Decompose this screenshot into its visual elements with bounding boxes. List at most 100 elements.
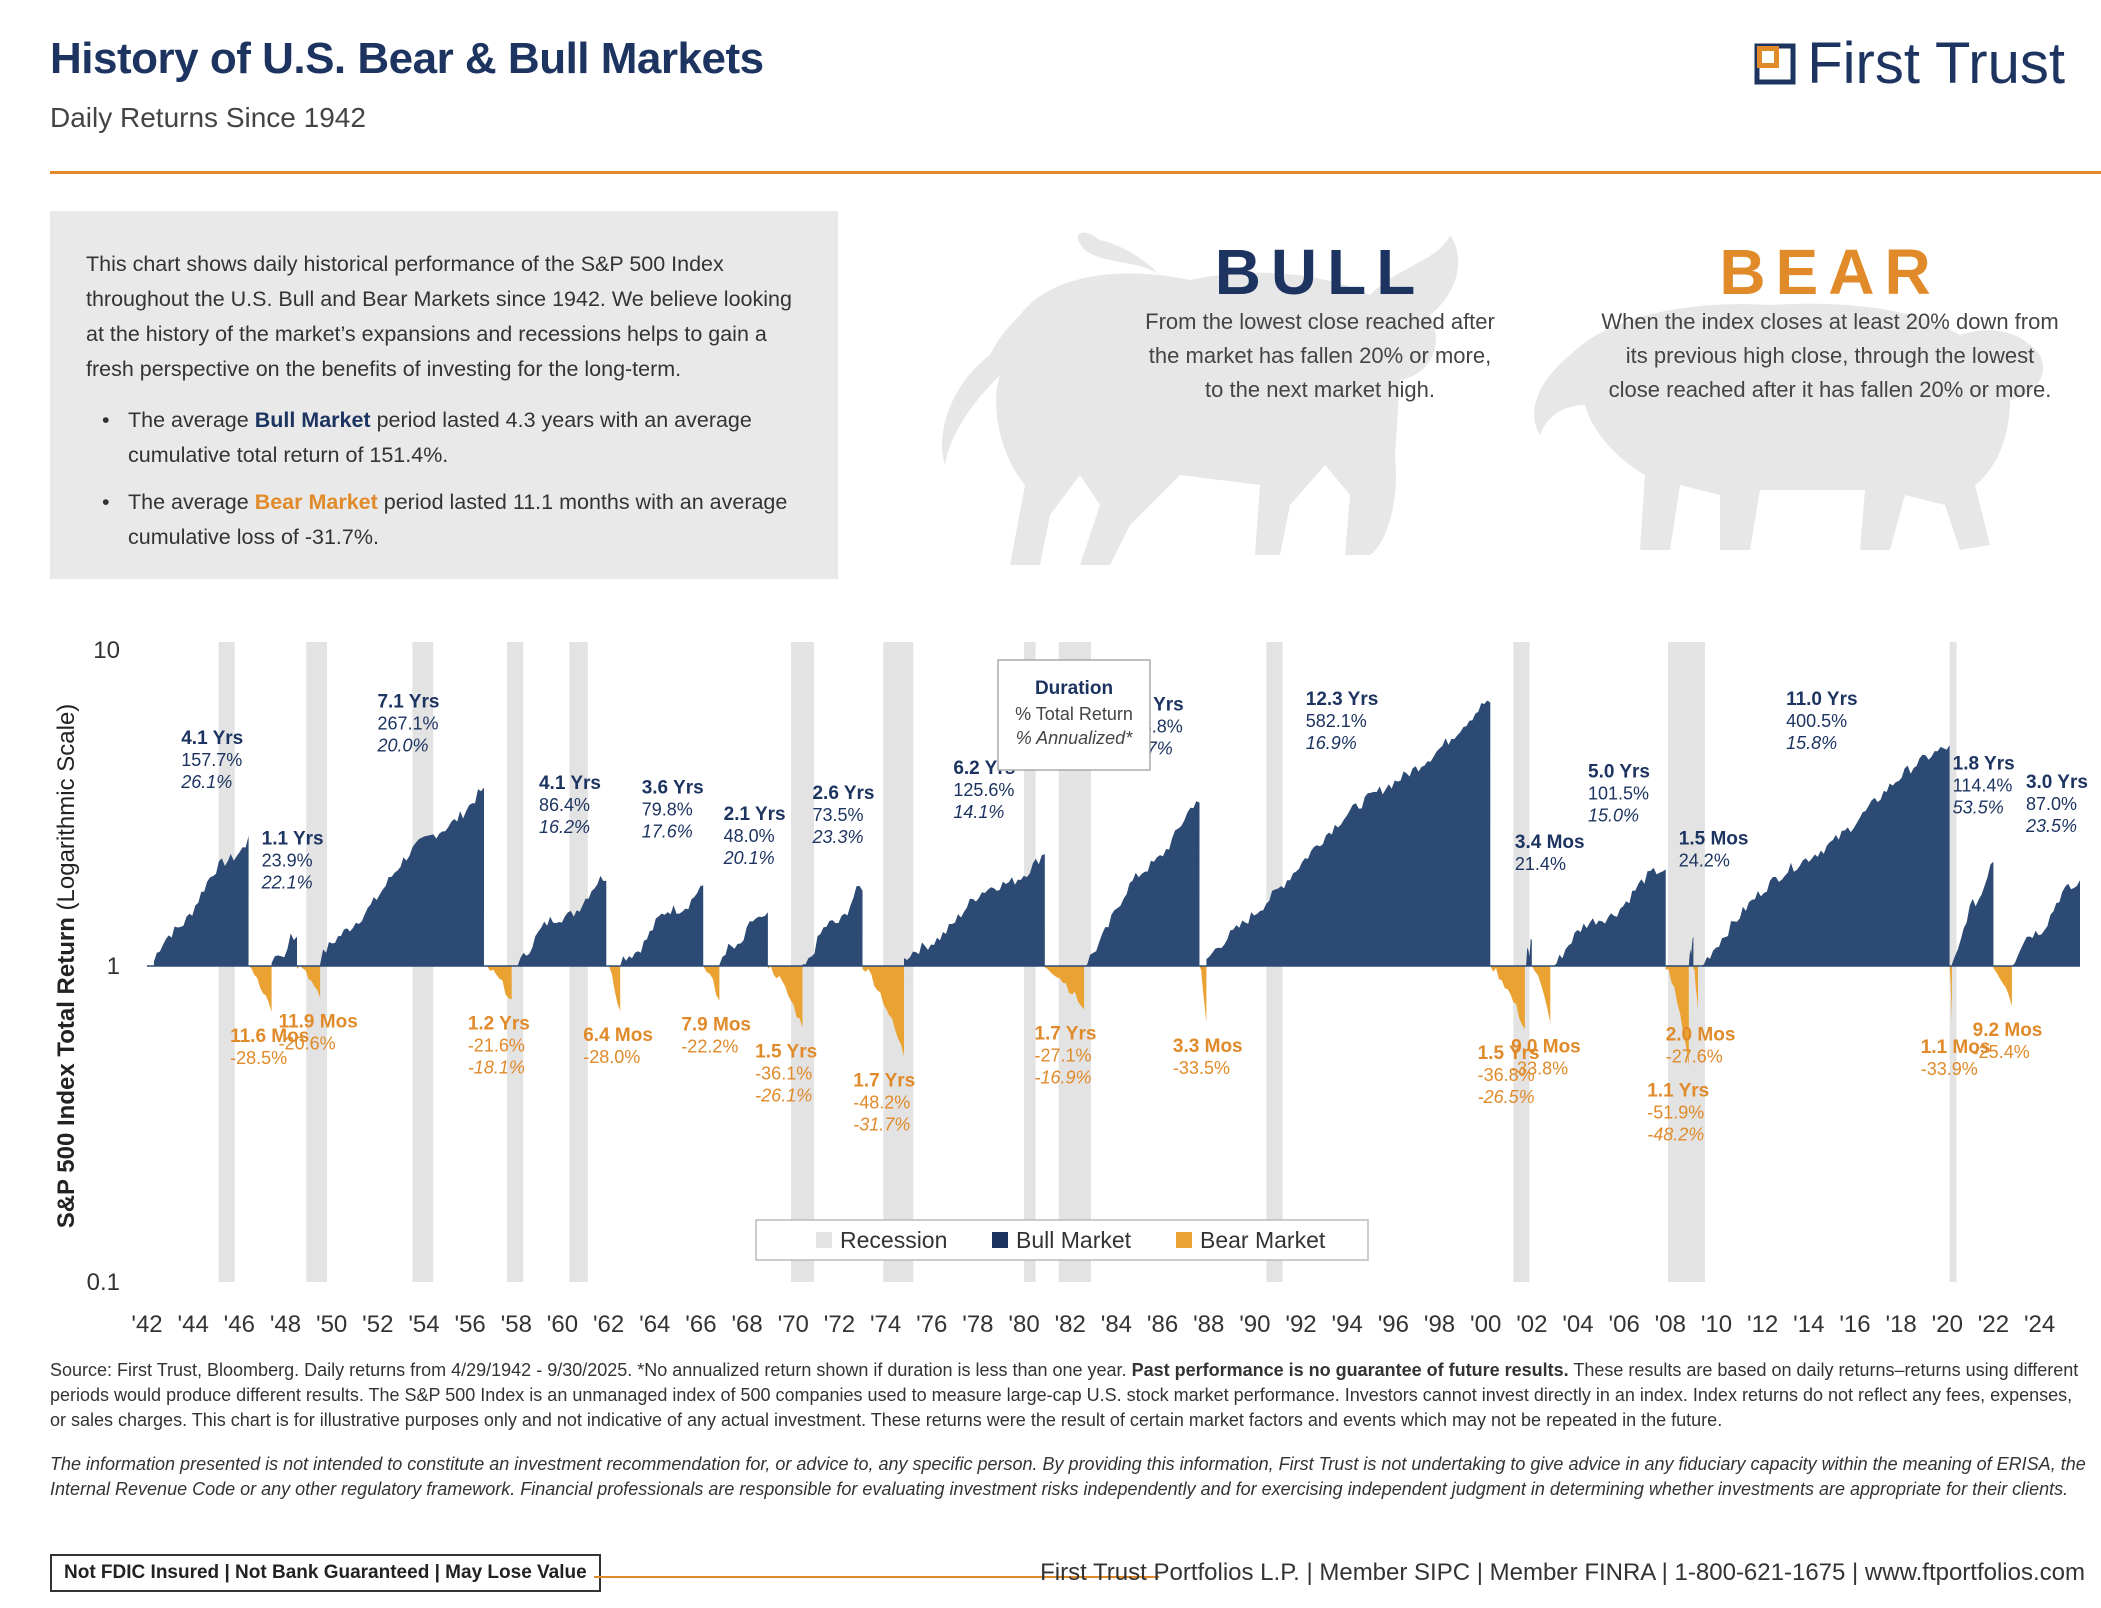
bull-duration-label: 3.6 Yrs — [642, 777, 704, 798]
footer-rule — [594, 1576, 1159, 1578]
bull-area — [1698, 745, 1950, 966]
bull-description: From the lowest close reached after the … — [1080, 305, 1560, 407]
bull-annualized-label: 14.1% — [953, 802, 1004, 822]
legend-swatch — [816, 1232, 832, 1248]
x-tick-label: '12 — [1747, 1311, 1778, 1338]
bull-duration-label: 5.0 Yrs — [1588, 762, 1650, 783]
footer-contact: First Trust Portfolios L.P. | Member SIP… — [1040, 1559, 2085, 1586]
bull-area — [904, 854, 1045, 966]
market-chart: 10 1 0.1 S&P 500 Index Total Return (Logari… — [53, 637, 2088, 1338]
bear-area — [862, 966, 905, 1057]
bull-total-label: 101.5% — [1588, 784, 1649, 804]
bear-annualized-label: -26.1% — [755, 1085, 812, 1105]
x-tick-label: '44 — [178, 1311, 209, 1338]
bull-total-label: 79.8% — [642, 799, 693, 819]
bear-total-label: -36.1% — [755, 1063, 812, 1083]
header-rule — [50, 171, 2101, 174]
bear-text-line: When the index closes at least 20% down … — [1601, 309, 2059, 334]
footer-source: Source: First Trust, Bloomberg. Daily re… — [50, 1358, 2090, 1433]
bear-area — [1665, 966, 1689, 1067]
intro-panel: This chart shows daily historical perfor… — [50, 211, 838, 579]
bull-duration-label: 4.1 Yrs — [539, 773, 601, 794]
bear-annualized-label: -31.7% — [853, 1114, 910, 1134]
bear-total-label: -25.4% — [1973, 1042, 2030, 1062]
bear-area — [606, 966, 621, 1012]
bull-annualized-label: 20.1% — [723, 848, 775, 868]
x-tick-label: '22 — [1978, 1311, 2009, 1338]
bear-duration-label: 9.0 Mos — [1511, 1037, 1581, 1058]
bull-annualized-label: 15.0% — [1588, 806, 1639, 826]
bull-area — [153, 835, 249, 966]
bullet-bear-text: The average Bear Market period lasted 11… — [128, 485, 804, 555]
x-tick-label: '76 — [916, 1311, 947, 1338]
recession-band — [1668, 642, 1705, 1282]
intro-bullets: • The average Bull Market period lasted … — [86, 403, 804, 567]
bear-duration-label: 7.9 Mos — [681, 1014, 751, 1035]
footer-source-bold: Past performance is no guarantee of futu… — [1131, 1360, 1569, 1380]
bull-annualized-label: 16.9% — [1306, 733, 1357, 753]
bear-total-label: -48.2% — [853, 1092, 910, 1112]
bear-total-label: -36.8% — [1478, 1065, 1535, 1085]
bullet-bear-pre: The average — [128, 490, 255, 514]
intro-paragraph: This chart shows daily historical perfor… — [86, 252, 792, 381]
legend-label: Recession — [840, 1227, 947, 1253]
bull-duration-label: 2.6 Yrs — [812, 783, 874, 804]
bear-area — [767, 966, 803, 1028]
x-tick-label: '42 — [131, 1311, 162, 1338]
bear-description: When the index closes at least 20% down … — [1570, 305, 2090, 407]
x-tick-label: '58 — [501, 1311, 532, 1338]
bull-duration-label: 3.4 Mos — [1515, 832, 1585, 853]
bull-annualized-label: 26.1% — [180, 772, 232, 792]
page-subtitle: Daily Returns Since 1942 — [50, 102, 366, 133]
bull-area — [1524, 938, 1532, 966]
bear-duration-label: 3.3 Mos — [1173, 1036, 1243, 1057]
x-tick-label: '54 — [408, 1311, 439, 1338]
bear-annualized-label: -48.2% — [1647, 1124, 1704, 1144]
footer-source-2: These results are based on daily returns… — [50, 1360, 2079, 1430]
bear-area — [1531, 966, 1551, 1023]
bullet-dot-icon: • — [102, 408, 110, 432]
recession-band — [306, 642, 328, 1282]
bull-silhouette-icon — [942, 232, 1459, 565]
bear-text-line: its previous high close, through the low… — [1625, 343, 2035, 368]
bear-annualized-label: -18.1% — [468, 1057, 525, 1077]
bear-total-label: -28.0% — [583, 1047, 640, 1067]
bull-duration-label: 2.1 Yrs — [724, 804, 786, 825]
bull-total-label: 87.0% — [2026, 794, 2077, 814]
bear-total-label: -28.5% — [230, 1048, 287, 1068]
recession-band — [790, 642, 815, 1282]
x-tick-label: '64 — [639, 1311, 670, 1338]
label-key-duration: Duration — [1035, 678, 1113, 699]
legend-label: Bull Market — [1016, 1227, 1132, 1253]
bull-annualized-label: 17.6% — [642, 821, 693, 841]
x-tick-label: '08 — [1655, 1311, 1686, 1338]
x-tick-label: '82 — [1055, 1311, 1086, 1338]
bull-area — [1951, 861, 1994, 966]
bear-area — [1490, 966, 1525, 1029]
x-tick-label: '72 — [824, 1311, 855, 1338]
bear-total-label: -33.9% — [1921, 1059, 1978, 1079]
x-tick-label: '56 — [454, 1311, 485, 1338]
bull-area — [620, 885, 704, 966]
x-tick-label: '50 — [316, 1311, 347, 1338]
footer-source-1: Source: First Trust, Bloomberg. Daily re… — [50, 1360, 1132, 1380]
x-tick-label: '68 — [731, 1311, 762, 1338]
x-tick-label: '62 — [593, 1311, 624, 1338]
x-tick-label: '98 — [1424, 1311, 1455, 1338]
legend-swatch — [992, 1232, 1008, 1248]
bear-area — [703, 966, 720, 1001]
bear-duration-label: 1.5 Yrs — [755, 1041, 817, 1062]
bullet-bear-key: Bear Market — [254, 490, 378, 514]
bear-duration-label: 11.6 Mos — [230, 1026, 309, 1047]
bullet-dot-icon: • — [102, 490, 110, 514]
bull-area — [1550, 867, 1666, 966]
bear-duration-label: 1.7 Yrs — [1034, 1023, 1096, 1044]
bear-annualized-label: -16.9% — [1034, 1067, 1091, 1087]
bull-area — [271, 933, 298, 966]
bull-text-line: to the next market high. — [1205, 377, 1435, 402]
x-tick-label: '92 — [1285, 1311, 1316, 1338]
fdic-badge: Not FDIC Insured | Not Bank Guaranteed |… — [50, 1554, 601, 1592]
bull-total-label: 21.4% — [1515, 854, 1566, 874]
x-tick-label: '74 — [870, 1311, 901, 1338]
bull-annualized-label: 20.0% — [376, 736, 428, 756]
